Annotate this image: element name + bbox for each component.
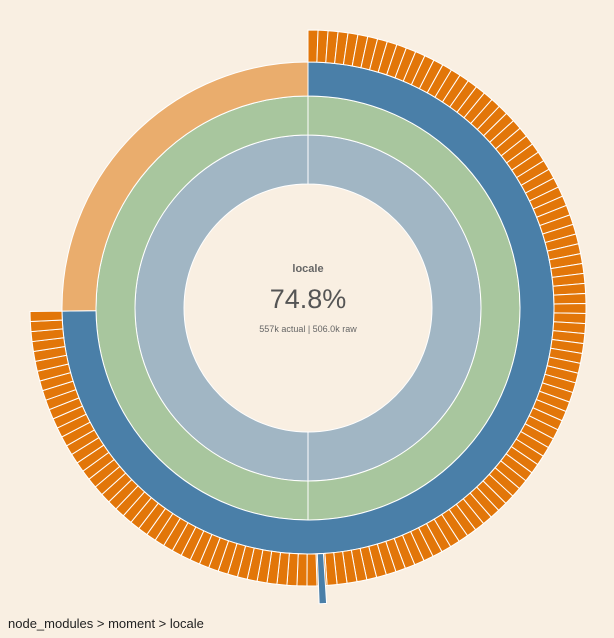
sunburst-segment-locale-files[interactable] (306, 553, 318, 587)
breadcrumb: node_modules > moment > locale (8, 616, 204, 631)
center-title: locale (292, 263, 324, 275)
sunburst-segment-small-file[interactable] (316, 552, 328, 605)
sunburst-segment-locale-files[interactable] (553, 302, 587, 315)
center-detail: 557k actual | 506.0k raw (259, 324, 357, 334)
sunburst-segment-locale-files[interactable] (553, 292, 587, 305)
center-percentage: 74.8% (269, 284, 347, 314)
sunburst-segment-locale-files[interactable] (29, 310, 63, 323)
sunburst-segment-locale-files[interactable] (307, 29, 319, 63)
